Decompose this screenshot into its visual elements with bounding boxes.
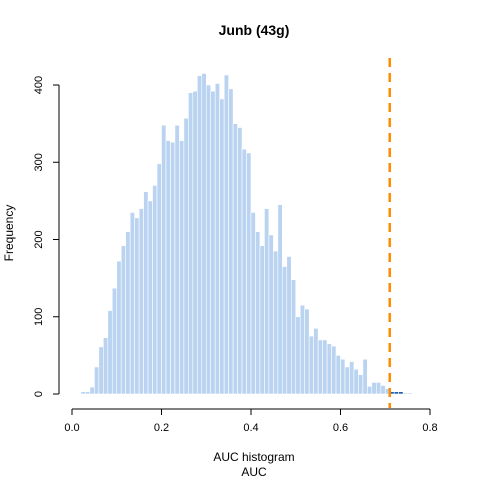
histogram-bar	[286, 256, 292, 395]
histogram-bar	[125, 231, 131, 395]
y-axis: 0 100 200 300 400	[33, 76, 60, 397]
histogram-bar	[393, 391, 399, 395]
histogram-bar	[143, 191, 149, 395]
chart-title: Junb (43g)	[219, 22, 290, 38]
histogram-bar	[362, 358, 368, 395]
histogram-bar	[85, 391, 91, 395]
histogram-bar	[107, 310, 113, 395]
histogram-bar	[250, 212, 256, 395]
histogram-bar	[156, 163, 162, 395]
histogram-bar	[111, 287, 118, 395]
histogram-bar	[407, 392, 413, 395]
x-axis-label: AUC histogram	[213, 450, 294, 464]
histogram-bar	[331, 345, 337, 395]
histogram-bar	[89, 386, 95, 395]
histogram-bar	[197, 75, 203, 395]
histogram-bar	[358, 374, 364, 395]
histogram-bar	[134, 217, 140, 395]
histogram-bar	[192, 90, 198, 395]
histogram-bar	[174, 124, 180, 395]
histogram-bar	[317, 339, 323, 395]
histogram-bar	[201, 73, 207, 395]
histogram-bar	[290, 279, 297, 395]
histogram-bar	[219, 98, 225, 395]
histogram-bar	[313, 328, 319, 395]
histogram-bar	[335, 355, 341, 395]
histogram-bar	[205, 84, 212, 395]
x-tick-label: 0.4	[243, 422, 258, 434]
histogram-bar	[273, 250, 279, 395]
histogram-bar	[98, 346, 104, 395]
histogram-bar	[326, 343, 332, 395]
x-tick-label: 0.0	[64, 422, 79, 434]
histogram-bar	[170, 141, 176, 395]
histogram-bar	[129, 212, 135, 395]
histogram-bar	[165, 140, 171, 395]
histogram-bar	[246, 152, 252, 395]
histogram-bar	[371, 382, 377, 395]
histogram-bar	[152, 185, 158, 395]
y-tick-label: 0	[33, 391, 45, 397]
histogram-bar	[282, 266, 288, 395]
y-tick-label: 100	[33, 308, 45, 326]
histogram-bar	[398, 391, 404, 395]
x-tick-label: 0.2	[154, 422, 169, 434]
histogram-bar	[183, 117, 189, 395]
histogram-bar	[367, 385, 373, 395]
y-tick-label: 400	[33, 76, 45, 94]
histogram-bar	[264, 208, 270, 395]
y-axis-label: Frequency	[2, 205, 16, 262]
histogram-bar	[308, 335, 314, 395]
histogram-bar	[344, 366, 350, 395]
x-axis-sublabel: AUC	[241, 465, 267, 479]
histogram-bar	[223, 74, 229, 395]
histogram-bar	[304, 308, 310, 395]
histogram-bar	[94, 366, 100, 395]
histogram-bar	[322, 339, 328, 395]
x-axis: 0.0 0.2 0.4 0.6 0.8	[64, 408, 438, 434]
x-tick-label: 0.6	[333, 422, 348, 434]
y-tick-label: 200	[33, 230, 45, 248]
histogram-bar	[380, 385, 386, 395]
histogram-bar	[210, 90, 216, 395]
histogram-bar	[259, 245, 265, 395]
histogram-bar	[353, 368, 359, 395]
histogram-bar	[103, 337, 109, 395]
histogram-bar	[214, 83, 220, 395]
histogram-bar	[179, 140, 185, 395]
histogram-bar	[120, 245, 126, 395]
histogram-bar	[295, 316, 301, 395]
histogram-bar	[232, 123, 238, 395]
histogram-bar	[375, 382, 382, 395]
histogram-bar	[138, 208, 144, 395]
histogram-bar	[161, 124, 167, 395]
histogram-bar	[349, 361, 355, 395]
y-tick-label: 300	[33, 153, 45, 171]
histogram-bar	[299, 304, 306, 395]
histogram-bar	[241, 148, 247, 395]
histogram-bar	[255, 231, 261, 395]
histogram-bar	[80, 391, 86, 395]
bars-group	[80, 73, 413, 395]
histogram-bar	[277, 204, 283, 395]
histogram-bar	[237, 127, 243, 395]
histogram-bar	[268, 234, 274, 395]
histogram-bar	[402, 392, 408, 395]
histogram-bar	[228, 88, 234, 395]
histogram-bar	[116, 260, 122, 395]
histogram-bar	[147, 200, 153, 395]
histogram-bar	[340, 358, 346, 395]
x-tick-label: 0.8	[422, 422, 437, 434]
histogram-bar	[188, 92, 194, 395]
